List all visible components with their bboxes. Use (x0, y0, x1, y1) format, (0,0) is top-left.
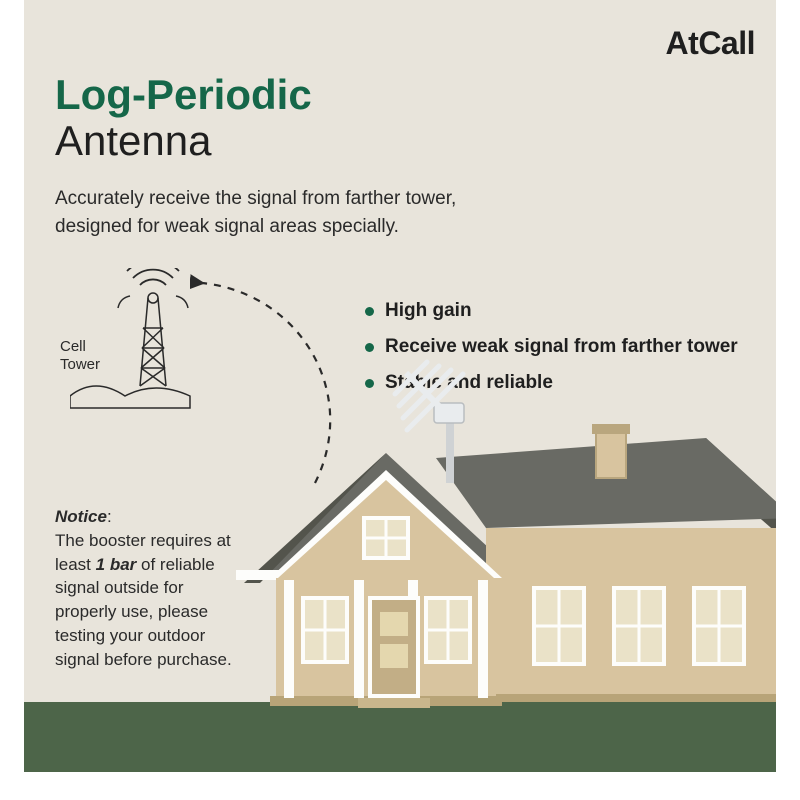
feature-item: High gain (365, 300, 738, 322)
notice-title: Notice (55, 507, 107, 526)
antenna-icon (386, 353, 516, 488)
notice-strong: 1 bar (96, 555, 137, 574)
title-line2: Antenna (55, 118, 312, 164)
page-title: Log-Periodic Antenna (55, 72, 312, 164)
cell-tower-label: CellTower (60, 338, 100, 374)
house-illustration (236, 398, 776, 738)
brand-logo: AtCall (666, 25, 755, 62)
notice-block: Notice: The booster requires at least 1 … (55, 505, 245, 672)
title-line1: Log-Periodic (55, 72, 312, 118)
subtitle: Accurately receive the signal from farth… (55, 185, 456, 240)
